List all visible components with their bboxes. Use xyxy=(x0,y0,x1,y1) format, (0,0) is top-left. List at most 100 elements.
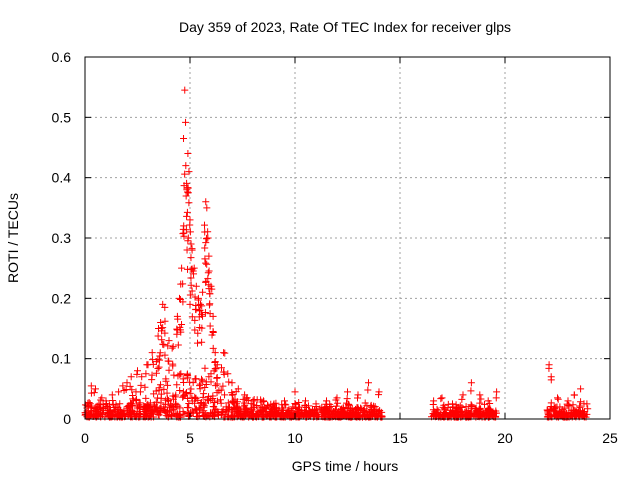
data-point xyxy=(492,394,500,402)
data-point xyxy=(167,411,175,419)
data-point xyxy=(173,330,181,338)
data-point xyxy=(188,246,196,254)
data-point xyxy=(169,362,177,370)
y-tick-label: 0.5 xyxy=(52,109,72,125)
x-tick-label: 25 xyxy=(602,430,618,446)
data-point xyxy=(143,361,151,369)
data-point xyxy=(132,396,140,404)
data-point xyxy=(175,411,183,419)
data-point xyxy=(187,240,195,248)
data-point xyxy=(187,274,195,282)
data-point xyxy=(186,389,194,397)
data-point xyxy=(370,407,378,415)
data-point xyxy=(116,411,124,419)
data-point xyxy=(179,298,187,306)
data-point xyxy=(198,310,206,318)
data-point xyxy=(123,379,131,387)
data-point xyxy=(209,403,217,411)
data-point xyxy=(213,361,221,369)
data-point xyxy=(157,318,165,326)
data-point xyxy=(563,400,571,408)
data-point xyxy=(148,371,156,379)
data-point xyxy=(183,389,191,397)
data-point xyxy=(188,407,196,415)
data-point xyxy=(184,374,192,382)
data-point xyxy=(222,407,230,415)
data-point xyxy=(191,393,199,401)
data-point xyxy=(96,406,104,414)
data-point xyxy=(467,379,475,387)
x-axis-label: GPS time / hours xyxy=(292,458,399,474)
data-point xyxy=(152,369,160,377)
data-point xyxy=(264,401,272,409)
data-point xyxy=(163,408,171,416)
data-point xyxy=(334,399,342,407)
data-point xyxy=(119,382,127,390)
data-point xyxy=(554,394,561,402)
data-point xyxy=(185,199,193,207)
data-point xyxy=(165,357,173,365)
data-point xyxy=(451,407,459,415)
data-point xyxy=(211,365,219,373)
data-point xyxy=(219,382,227,390)
data-point xyxy=(203,235,211,243)
data-point xyxy=(196,382,204,390)
data-point xyxy=(190,264,198,272)
data-point xyxy=(146,399,154,407)
data-point xyxy=(201,309,209,317)
data-point xyxy=(217,386,225,394)
data-point xyxy=(194,329,202,337)
data-point xyxy=(453,412,461,420)
data-point xyxy=(564,397,572,405)
data-point xyxy=(178,320,186,328)
data-point xyxy=(209,344,217,352)
data-point xyxy=(244,407,252,415)
data-point xyxy=(170,371,178,379)
data-point xyxy=(458,395,466,403)
data-point xyxy=(169,392,177,400)
data-point xyxy=(554,395,562,403)
data-point xyxy=(551,412,559,420)
data-point xyxy=(97,396,105,404)
data-point xyxy=(348,404,356,412)
data-point xyxy=(328,411,336,419)
data-point xyxy=(228,379,236,387)
data-point xyxy=(205,393,213,401)
data-point xyxy=(95,400,103,408)
data-point xyxy=(155,411,163,419)
data-point xyxy=(477,395,485,403)
data-point xyxy=(308,405,316,413)
data-point xyxy=(165,366,173,374)
data-point xyxy=(157,381,165,389)
data-point xyxy=(154,355,162,363)
data-point xyxy=(182,226,190,234)
data-point xyxy=(234,385,242,393)
data-point xyxy=(342,403,350,411)
data-point xyxy=(152,387,160,395)
data-point xyxy=(204,234,212,242)
data-point xyxy=(580,412,588,420)
data-point xyxy=(225,378,233,386)
data-point xyxy=(199,401,207,409)
data-point xyxy=(204,275,212,283)
data-point xyxy=(183,212,191,220)
data-point xyxy=(201,221,209,229)
y-axis-label: ROTI / TECUs xyxy=(5,193,21,283)
data-point xyxy=(161,351,169,359)
data-point xyxy=(212,382,220,390)
data-point xyxy=(277,409,285,417)
data-point xyxy=(120,407,128,415)
data-point xyxy=(240,403,248,411)
data-point xyxy=(177,328,185,336)
data-point xyxy=(191,326,199,334)
data-point xyxy=(87,382,95,390)
data-point xyxy=(271,404,279,412)
data-point xyxy=(543,406,551,414)
data-point xyxy=(174,341,182,349)
data-point xyxy=(220,370,228,378)
data-point xyxy=(484,397,492,405)
data-point xyxy=(180,232,188,240)
data-point xyxy=(260,398,268,406)
data-point xyxy=(182,390,190,398)
data-point xyxy=(176,294,183,302)
